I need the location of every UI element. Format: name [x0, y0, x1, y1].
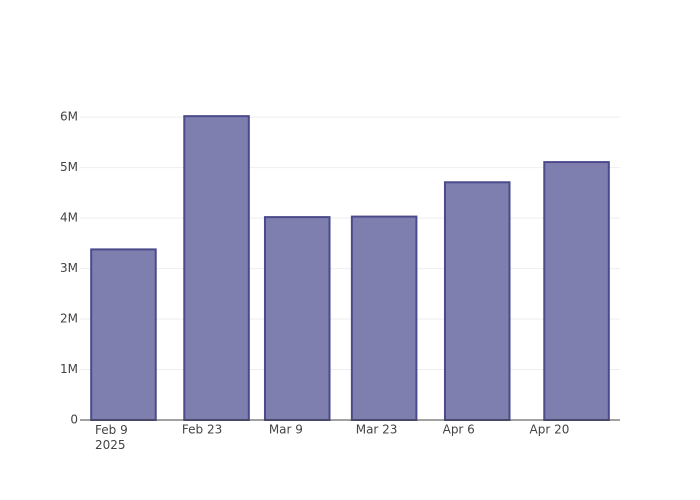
y-tick-label: 2M: [60, 312, 78, 326]
y-tick-label: 4M: [60, 211, 78, 225]
bar: [350, 215, 418, 421]
bar: [263, 216, 331, 421]
x-tick-label: Feb 23: [182, 423, 222, 437]
bar: [543, 161, 610, 421]
x-tick-label: Apr 20: [530, 423, 570, 437]
y-tick-label: 3M: [60, 261, 78, 275]
y-tick-label: 0: [70, 413, 78, 427]
x-tick-label: Mar 23: [356, 423, 398, 437]
y-tick-label: 5M: [60, 160, 78, 174]
bar: [443, 181, 511, 421]
bar: [183, 115, 250, 421]
x-tick-label: Feb 9 2025: [95, 423, 128, 452]
y-tick-label: 1M: [60, 362, 78, 376]
y-tick-label: 6M: [60, 110, 78, 124]
bar: [90, 248, 157, 421]
x-tick-label: Apr 6: [443, 423, 475, 437]
x-tick-label: Mar 9: [269, 423, 303, 437]
